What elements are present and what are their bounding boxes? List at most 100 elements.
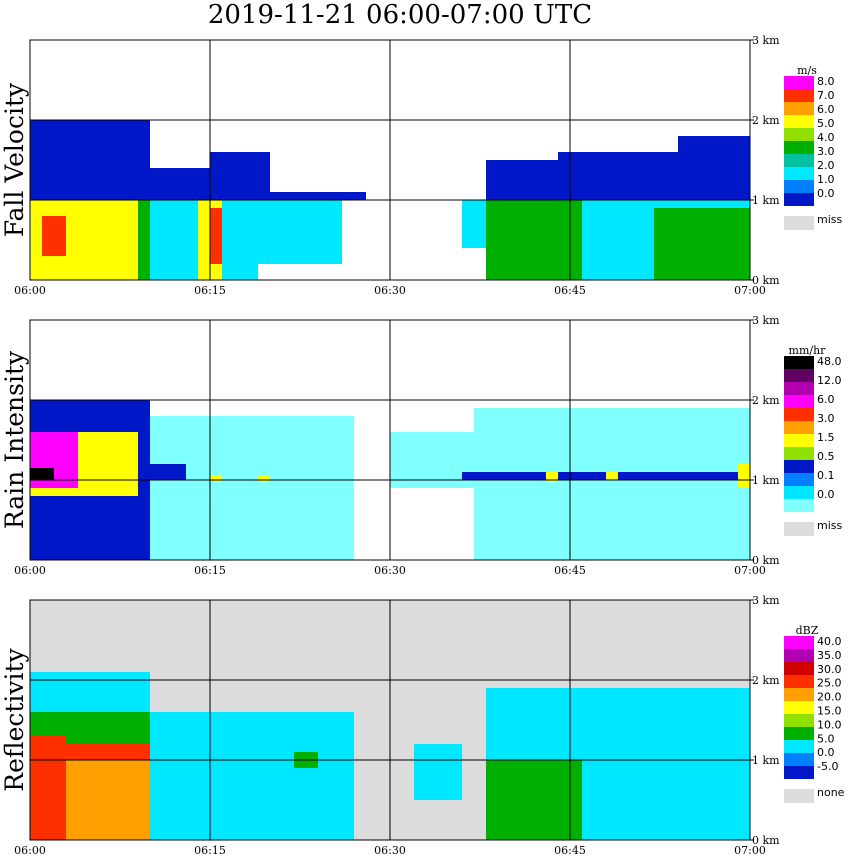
layer-lower-fall-speed-max [42,208,222,264]
layer-upper-fall-speed [30,120,750,200]
data-cell [222,200,258,280]
colorbar-missing-swatch [784,789,814,803]
colorbar-swatch [784,701,814,714]
data-cell [606,472,618,480]
layer-light-rain [150,408,750,560]
colorbar-missing-swatch [784,522,814,536]
layer-extreme-rain [30,468,54,480]
colorbar-label: 0.0 [817,488,835,501]
colorbar-label: 3.0 [817,412,835,425]
x-tick-label: 06:00 [14,844,46,857]
y-tick-label: 0 km [752,554,780,567]
data-cell [414,744,462,800]
colorbar-swatch [784,727,814,740]
colorbar-swatch [784,408,814,421]
colorbar-swatch [784,421,814,434]
data-cell [474,408,750,560]
colorbar-label: 0.1 [817,469,835,482]
colorbar-label: 48.0 [817,355,842,368]
colorbar-label: 1.5 [817,431,835,444]
y-tick-label: 1 km [752,754,780,767]
colorbar-label: 20.0 [817,691,842,704]
colorbar-swatch [784,675,814,688]
x-tick-label: 07:00 [734,564,766,577]
colorbar-swatch [784,167,814,180]
layer-echo-low [30,672,750,840]
y-tick-label: 3 km [752,594,780,607]
data-cell [210,208,222,264]
colorbar-swatch [784,89,814,102]
data-cell [678,136,750,200]
colorbar-label: 7.0 [817,89,835,102]
colorbar-label: 25.0 [817,677,842,690]
colorbar-swatch [784,688,814,701]
data-cell [258,475,270,482]
y-axis-label: Rain Intensity [0,350,29,529]
colorbar-swatch [784,128,814,141]
plot-frame [29,319,751,561]
colorbar-label: 4.0 [817,131,835,144]
x-tick-label: 07:00 [734,284,766,297]
colorbar-swatch [784,662,814,675]
colorbar-swatch [784,486,814,499]
data-cell [150,416,354,560]
colorbar-swatch [784,76,814,89]
colorbar-swatch [784,154,814,167]
data-cell [258,200,342,264]
colorbar-label: 40.0 [817,635,842,648]
colorbar-label: 30.0 [817,663,842,676]
colorbar-swatch [784,740,814,753]
data-cell [150,712,354,840]
data-cell [486,160,558,200]
colorbar-missing-label: none [817,786,845,799]
data-cell [738,464,750,488]
colorbar-swatch [784,382,814,395]
colorbar-swatch [784,115,814,128]
y-tick-label: 0 km [752,274,780,287]
colorbar-swatch [784,649,814,662]
colorbar-label: 0.5 [817,450,835,463]
x-tick-label: 06:30 [374,284,406,297]
colorbar-unit: dBZ [796,624,819,637]
x-tick-label: 06:00 [14,564,46,577]
x-tick-label: 06:30 [374,844,406,857]
data-cell [558,152,678,200]
colorbar-label: 5.0 [817,117,835,130]
y-tick-label: 0 km [752,834,780,847]
x-tick-label: 06:45 [554,284,586,297]
data-cell [150,168,210,200]
colorbar-label: 0.0 [817,187,835,200]
colorbar-swatch [784,753,814,766]
data-cell [30,120,150,200]
data-cell [150,464,186,480]
data-cell [462,200,486,248]
data-cell [42,216,66,256]
colorbar-missing-label: miss [817,519,843,532]
colorbar-swatch [784,714,814,727]
colorbar-swatch [784,369,814,382]
data-cell [30,744,150,760]
colorbar-label: 6.0 [817,103,835,116]
rain-intensity-panel: 0 km 1 km 2 km 3 km 06:00 06:15 06:30 06:45 07:0… [0,314,843,577]
x-tick-label: 06:15 [194,284,226,297]
colorbar-label: 0.0 [817,746,835,759]
y-tick-label: 2 km [752,674,780,687]
colorbar-label: 6.0 [817,393,835,406]
colorbar-label: 12.0 [817,374,842,387]
colorbar-label: 35.0 [817,649,842,662]
data-cell [390,432,474,488]
plot-frame [29,599,751,841]
colorbar-swatch [784,447,814,460]
colorbar-swatch [784,434,814,447]
colorbar-label: 5.0 [817,732,835,745]
fall-velocity-panel: 0 km 1 km 2 km 3 km 06:00 06:15 06:30 06:45 07:0… [0,34,843,297]
colorbar-unit: m/s [797,64,817,77]
colorbar-swatch [784,766,814,779]
x-tick-label: 06:45 [554,844,586,857]
y-tick-label: 2 km [752,114,780,127]
layer-echo-max [30,736,150,840]
colorbar-swatch [784,180,814,193]
x-tick-label: 06:45 [554,564,586,577]
colorbar-swatch [784,395,814,408]
data-cell [210,475,222,482]
